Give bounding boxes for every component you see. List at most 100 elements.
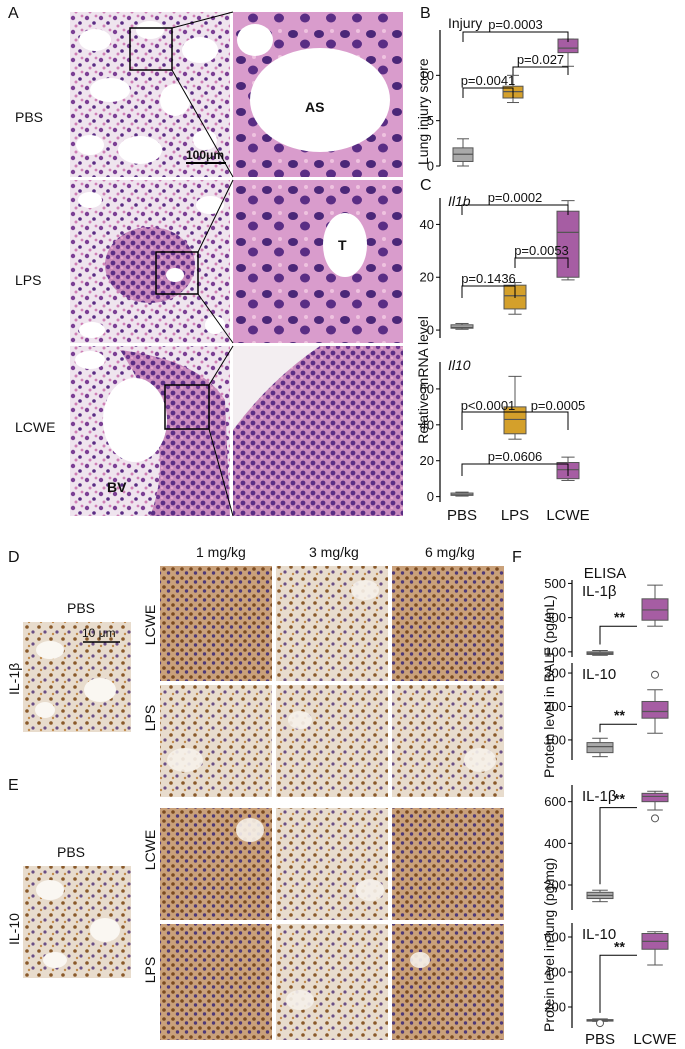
zoom-box-lcwe: [164, 384, 210, 430]
zoom-box-pbs: [129, 27, 173, 71]
f4-outlier-pbs: [596, 1019, 604, 1028]
panel-letter-a: A: [8, 5, 19, 22]
f-title: ELISA: [584, 565, 627, 582]
B-y-tick-label: 10: [420, 68, 434, 83]
f2-name: IL-10: [582, 666, 616, 683]
label-bv: BV: [107, 479, 127, 495]
c1-comp-2-label: p=0.0053: [514, 243, 569, 258]
c2-comp-3-label: p=0.0606: [488, 449, 543, 464]
ihc-e-pbs-spaces: [36, 880, 120, 968]
C2-box-lps: [503, 406, 527, 435]
ihc-d-lcwe-1: [160, 566, 272, 681]
f1-y-tick-label: 300: [544, 610, 566, 625]
f1-name: IL-1β: [582, 583, 617, 600]
ihc-d-lcwe-6: [392, 566, 504, 681]
zoom-line-lps-2: [197, 293, 234, 344]
zoom-line-lcwe-2: [208, 428, 234, 517]
ihc-d-spaces: [167, 580, 496, 772]
zoom-line-lcwe-1: [208, 345, 234, 386]
f3-y-tick-label: 600: [544, 794, 566, 809]
panel-letter-f: F: [512, 549, 522, 566]
f4-y-tick-label: 400: [544, 965, 566, 980]
label-as: AS: [305, 99, 324, 115]
c2-comp-3-bracket: [461, 463, 569, 476]
c1-comp-1-label: p=0.0002: [488, 190, 543, 205]
ihc-d-pbs-spaces: [35, 641, 116, 718]
pbs-label-e: PBS: [57, 844, 85, 860]
zoom-box-lps: [155, 251, 199, 295]
ihc-e-lps-3: [276, 924, 388, 1040]
f3-outlier-lcwe: [651, 814, 659, 823]
f4-sig-label: **: [614, 938, 625, 954]
panel-letter-e: E: [8, 777, 19, 794]
dose-label-1: 1 mg/kg: [196, 544, 246, 560]
f2-box-pbs: [586, 742, 614, 754]
b-comp-3-bracket: [462, 87, 514, 98]
bronchiole-lps: [105, 227, 195, 303]
label-t: T: [338, 237, 347, 253]
ihc-e-lcwe-6: [392, 808, 504, 920]
panel-a: PBS LPS LCWE 100μm AS T: [15, 11, 403, 517]
row-label-d-lcwe: LCWE: [142, 605, 158, 645]
B-y-tick-label: 0: [427, 159, 434, 174]
stain-label-e: IL-10: [6, 913, 22, 945]
zoom-line-lps-1: [197, 179, 234, 253]
b-comp-2-label: p=0.027: [517, 52, 564, 67]
c1-comp-3-label: p=0.1436: [461, 271, 516, 286]
pbs-label-d: PBS: [67, 600, 95, 616]
micrograph-lps-zoom: [233, 180, 403, 343]
row-label-lcwe: LCWE: [15, 419, 55, 435]
C2-y-tick-label: 40: [420, 417, 434, 432]
b-comp-1-label: p=0.0003: [488, 17, 543, 32]
c1-title: Il1b: [448, 193, 471, 209]
panel-letter-b: B: [420, 5, 431, 22]
f1-sig-label: **: [614, 609, 625, 625]
f4-sig-bracket: [599, 954, 637, 1013]
row-label-e-lcwe: LCWE: [142, 830, 158, 870]
c1-comp-1-bracket: [461, 204, 569, 215]
dose-label-6: 6 mg/kg: [425, 544, 475, 560]
f3-sig-bracket: [599, 807, 637, 885]
f3-y-tick-label: 200: [544, 878, 566, 893]
f4-y-tick-label: 200: [544, 1000, 566, 1015]
stain-label-d: IL-1β: [6, 663, 22, 695]
panel-letter-c: C: [420, 177, 432, 194]
charts-layer: 0 5 10 Injury Lung injury score p=0.0003 p=0.0…: [415, 15, 677, 1048]
alveolar-space-zoom-2: [237, 24, 273, 56]
ihc-e-lps-6: [392, 924, 504, 1040]
C1-y-tick-label: 0: [427, 323, 434, 338]
b-comp-2-bracket: [512, 66, 569, 75]
ihc-e-spaces: [236, 818, 430, 1010]
ihc-d-lps-3: [276, 685, 388, 797]
row-label-pbs: PBS: [15, 109, 43, 125]
lumen-lps-zoom: [323, 213, 367, 277]
f1-sig-bracket: [599, 625, 637, 645]
c2-comp-2-label: p=0.0005: [531, 398, 586, 413]
panel-letter-d: D: [8, 549, 20, 566]
C1-y-tick-label: 40: [420, 217, 434, 232]
f2-y-tick-label: 100: [544, 732, 566, 747]
scale-bar-a-label: 100μm: [186, 148, 224, 162]
f-xlabel-lcwe: LCWE: [633, 1031, 676, 1048]
c-xlabel-lcwe: LCWE: [546, 507, 589, 524]
f-xlabel-pbs: PBS: [585, 1031, 615, 1048]
lumen-lps: [166, 268, 184, 282]
panel-e: PBS IL-10 LCWE LPS: [6, 808, 504, 1040]
c2-title: Il10: [448, 357, 471, 373]
f2-y-tick-label: 300: [544, 666, 566, 681]
c2-comp-1-bracket-top: [461, 411, 569, 430]
C2-y-tick-label: 20: [420, 453, 434, 468]
b-comp-1-bracket: [462, 31, 569, 42]
row-label-e-lps: LPS: [142, 957, 158, 983]
ihc-e-lcwe-3: [276, 808, 388, 920]
zoom-line-pbs-1: [171, 11, 234, 29]
f1-y-tick-label: 500: [544, 576, 566, 591]
f1-y-tick-label: 100: [544, 644, 566, 659]
f4-y-tick-label: 600: [544, 930, 566, 945]
C1-y-tick-label: 20: [420, 270, 434, 285]
f2-y-tick-label: 200: [544, 699, 566, 714]
panel-d: PBS 10 μm IL-1β 1 mg/kg 3 mg/kg 6 mg/kg …: [6, 544, 504, 797]
f3-name: IL-1β: [582, 788, 617, 805]
